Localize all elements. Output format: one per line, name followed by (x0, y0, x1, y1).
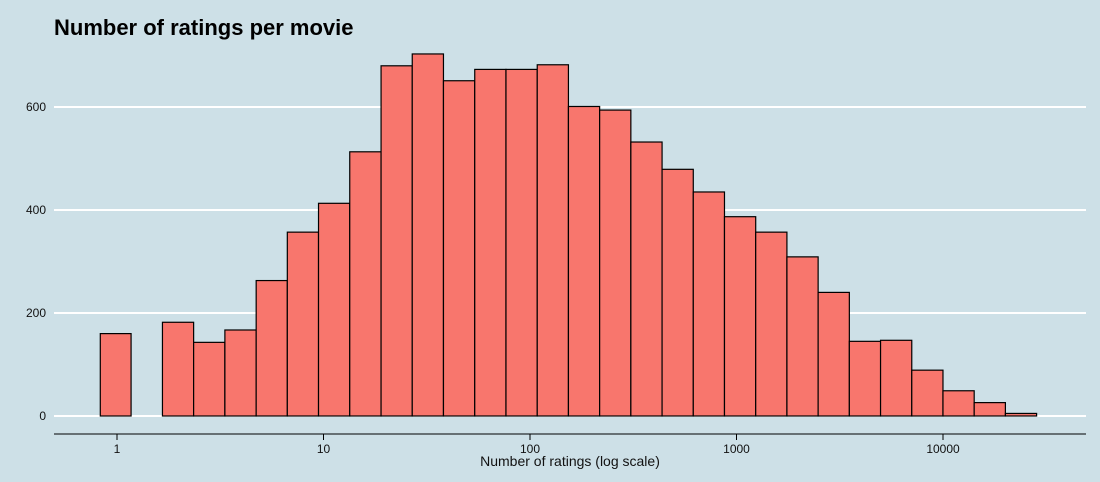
histogram-bar (317, 202, 351, 417)
y-tick-label: 600 (26, 100, 46, 114)
histogram-bar (505, 68, 538, 417)
histogram-bar (973, 402, 1007, 417)
histogram-bar (161, 321, 195, 417)
x-tick-label: 1 (114, 442, 121, 456)
x-tick-label: 10 (317, 442, 331, 456)
x-axis-ticks: 1 10 100 1000 10000 (114, 434, 960, 456)
histogram-bar (630, 141, 663, 417)
x-tick-label: 1000 (723, 442, 750, 456)
histogram-bar (786, 256, 819, 417)
histogram-bar (755, 231, 788, 417)
bars (99, 53, 1038, 417)
histogram-bar (349, 151, 382, 417)
histogram-bar (411, 53, 445, 417)
histogram-bar (1004, 412, 1038, 417)
histogram-bar (942, 390, 975, 417)
histogram-bar (255, 279, 288, 417)
chart-title: Number of ratings per movie (54, 15, 354, 40)
histogram-bar (286, 231, 320, 417)
histogram-bar (536, 64, 570, 417)
histogram-bar (848, 340, 882, 417)
histogram-bar (661, 168, 694, 417)
histogram-bar (723, 216, 757, 417)
histogram-bar (599, 109, 632, 417)
histogram-bar (380, 65, 413, 417)
histogram-bar (224, 329, 257, 417)
histogram-bar (99, 333, 132, 417)
y-axis-ticks: 0 200 400 600 (26, 100, 46, 423)
histogram-bar (692, 191, 726, 417)
histogram-bar (474, 68, 507, 417)
y-tick-label: 0 (39, 409, 46, 423)
histogram-bar (567, 105, 601, 417)
x-tick-label: 100 (520, 442, 540, 456)
x-tick-label: 10000 (926, 442, 960, 456)
y-tick-label: 400 (26, 203, 46, 217)
histogram-bar (911, 369, 944, 417)
histogram-bar (193, 341, 226, 417)
histogram-bar (817, 291, 850, 417)
histogram-bar (442, 80, 476, 417)
y-tick-label: 200 (26, 306, 46, 320)
x-axis-title: Number of ratings (log scale) (480, 453, 660, 469)
histogram-bar (879, 339, 913, 417)
